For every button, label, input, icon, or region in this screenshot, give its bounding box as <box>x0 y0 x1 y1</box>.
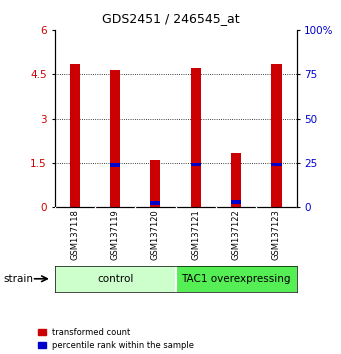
Bar <box>271 162 282 166</box>
Legend: transformed count, percentile rank within the sample: transformed count, percentile rank withi… <box>38 328 194 350</box>
Text: GSM137120: GSM137120 <box>151 209 160 259</box>
Bar <box>271 64 282 207</box>
Text: TAC1 overexpressing: TAC1 overexpressing <box>181 274 291 284</box>
Bar <box>150 201 161 205</box>
Bar <box>70 64 80 207</box>
Text: GSM137122: GSM137122 <box>232 209 241 259</box>
Bar <box>191 162 201 166</box>
Bar <box>191 68 201 207</box>
Text: GSM137119: GSM137119 <box>110 209 120 259</box>
Bar <box>55 266 176 292</box>
Bar <box>231 200 241 204</box>
Text: GDS2451 / 246545_at: GDS2451 / 246545_at <box>102 12 239 25</box>
Bar <box>110 164 120 167</box>
Text: control: control <box>97 274 133 284</box>
Bar <box>110 70 120 207</box>
Text: strain: strain <box>3 274 33 284</box>
Bar <box>176 266 297 292</box>
Bar <box>150 160 161 207</box>
Text: GSM137123: GSM137123 <box>272 209 281 260</box>
Text: GSM137118: GSM137118 <box>70 209 79 260</box>
Bar <box>231 153 241 207</box>
Text: GSM137121: GSM137121 <box>191 209 200 259</box>
